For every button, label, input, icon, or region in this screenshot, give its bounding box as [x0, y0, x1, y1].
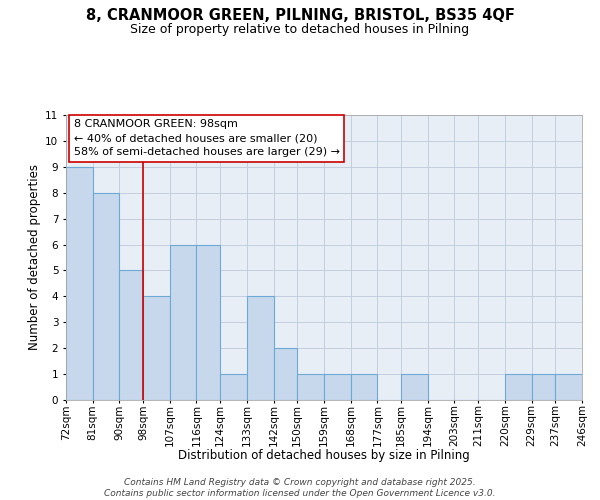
Bar [556, 374, 582, 400]
Bar [401, 374, 428, 400]
X-axis label: Distribution of detached houses by size in Pilning: Distribution of detached houses by size … [178, 449, 470, 462]
Bar [66, 167, 92, 400]
Bar [92, 192, 119, 400]
Bar [247, 296, 274, 400]
Bar [220, 374, 247, 400]
Bar [324, 374, 350, 400]
Bar [274, 348, 298, 400]
Text: Contains HM Land Registry data © Crown copyright and database right 2025.
Contai: Contains HM Land Registry data © Crown c… [104, 478, 496, 498]
Bar [170, 244, 196, 400]
Y-axis label: Number of detached properties: Number of detached properties [28, 164, 41, 350]
Bar [505, 374, 532, 400]
Bar [119, 270, 143, 400]
Bar [532, 374, 556, 400]
Text: 8 CRANMOOR GREEN: 98sqm
← 40% of detached houses are smaller (20)
58% of semi-de: 8 CRANMOOR GREEN: 98sqm ← 40% of detache… [74, 120, 340, 158]
Text: 8, CRANMOOR GREEN, PILNING, BRISTOL, BS35 4QF: 8, CRANMOOR GREEN, PILNING, BRISTOL, BS3… [86, 8, 514, 22]
Bar [350, 374, 377, 400]
Bar [143, 296, 170, 400]
Bar [196, 244, 220, 400]
Bar [298, 374, 324, 400]
Text: Size of property relative to detached houses in Pilning: Size of property relative to detached ho… [130, 22, 470, 36]
